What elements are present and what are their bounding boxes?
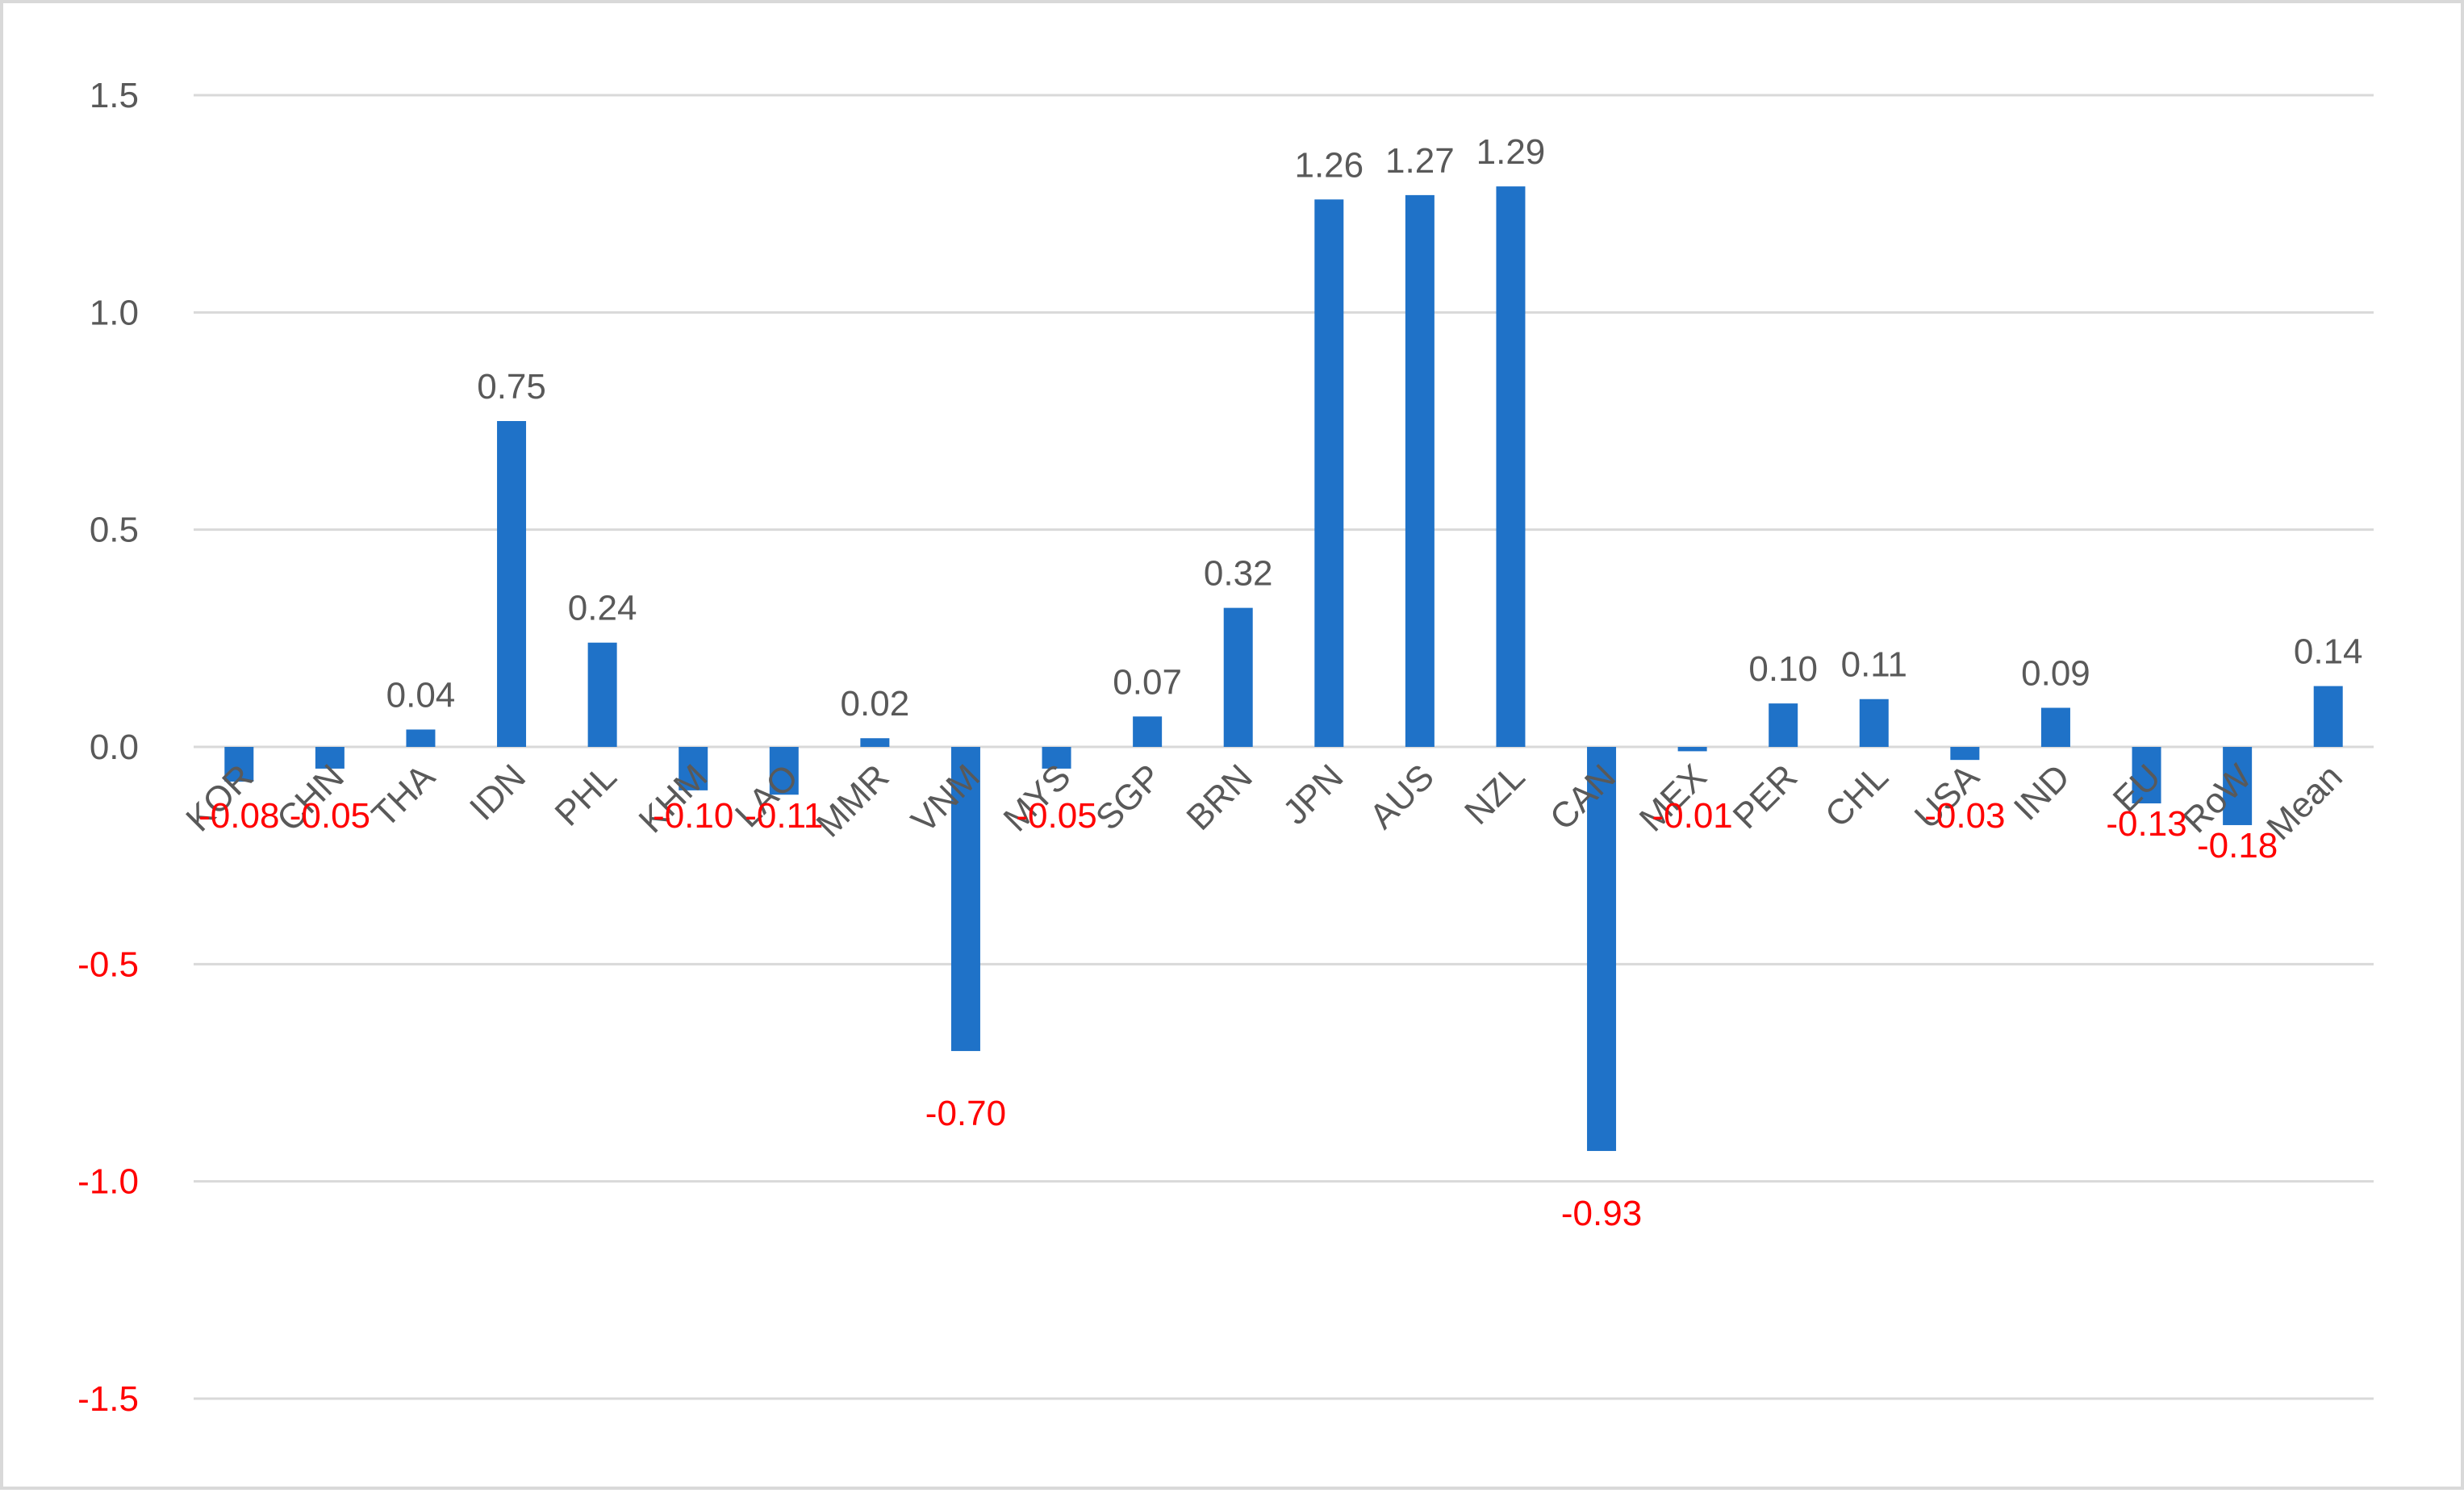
- bar-brn: [1223, 607, 1253, 747]
- data-label: 0.14: [2294, 632, 2363, 672]
- data-label: 1.26: [1294, 145, 1364, 185]
- data-label: -0.05: [1016, 796, 1096, 836]
- data-label: 0.11: [1841, 645, 1907, 685]
- x-tick-label: THA: [365, 757, 443, 835]
- bar-ind: [2040, 707, 2070, 747]
- data-label: -0.08: [198, 796, 279, 836]
- x-tick-label: JPN: [1276, 757, 1351, 832]
- y-tick-label: 1.0: [90, 293, 139, 332]
- x-tick-label: BRN: [1179, 757, 1259, 837]
- data-label: 1.27: [1385, 141, 1455, 181]
- data-label: -0.18: [2197, 826, 2278, 865]
- bar-mean: [2313, 686, 2343, 747]
- bar-kor: [224, 747, 254, 782]
- data-label: -0.93: [1561, 1194, 1642, 1233]
- x-tick-label: IDN: [462, 757, 533, 828]
- bar-lao: [769, 747, 799, 795]
- bar-eu: [2132, 747, 2161, 804]
- x-tick-label: PHL: [548, 757, 624, 833]
- x-tick-label: PER: [1726, 757, 1806, 836]
- data-label: 0.02: [841, 684, 910, 724]
- bar-tha: [406, 729, 436, 747]
- bar-nzl: [1496, 186, 1526, 747]
- y-tick-label: 0.5: [90, 511, 139, 550]
- bar-usa: [1950, 747, 1980, 761]
- x-tick-label: IND: [2007, 757, 2078, 828]
- bar-khm: [679, 747, 708, 790]
- data-label: -0.70: [925, 1094, 1006, 1133]
- x-tick-label: AUS: [1362, 757, 1442, 836]
- bar-aus: [1405, 194, 1435, 748]
- data-label: -0.03: [1924, 796, 2005, 836]
- bar-idn: [497, 421, 527, 747]
- bar-vnm: [950, 747, 980, 1052]
- data-label: 0.10: [1748, 649, 1818, 689]
- data-label: 0.24: [568, 589, 637, 628]
- data-label: -0.11: [745, 796, 823, 836]
- data-label: 0.07: [1113, 662, 1182, 702]
- bar-phl: [587, 642, 617, 747]
- bar-can: [1587, 747, 1617, 1151]
- bar-row: [2223, 747, 2253, 825]
- y-tick-label: -1.0: [77, 1162, 139, 1202]
- data-label: 0.04: [386, 675, 456, 715]
- y-tick-label: 0.0: [90, 728, 139, 767]
- bar-mex: [1677, 747, 1707, 752]
- x-tick-label: CHL: [1818, 757, 1896, 835]
- data-label: -0.05: [290, 796, 370, 836]
- bar-jpn: [1314, 199, 1344, 747]
- data-label: 1.29: [1476, 132, 1546, 172]
- y-tick-label: -1.5: [77, 1379, 139, 1419]
- bar-sgp: [1133, 716, 1163, 747]
- y-tick-label: -0.5: [77, 945, 139, 984]
- y-tick-label: 1.5: [90, 76, 139, 115]
- data-label: 0.09: [2021, 654, 2090, 694]
- bar-per: [1769, 703, 1798, 747]
- data-label: -0.01: [1652, 796, 1732, 836]
- data-label: -0.10: [653, 796, 733, 836]
- data-label: 0.32: [1204, 554, 1273, 594]
- data-label: 0.75: [477, 367, 546, 407]
- x-tick-label: SGP: [1088, 757, 1169, 837]
- bar-chn: [315, 747, 345, 769]
- x-tick-label: NZL: [1457, 757, 1532, 832]
- data-label: -0.13: [2106, 804, 2186, 844]
- bar-mys: [1042, 747, 1071, 769]
- bar-chl: [1859, 699, 1889, 747]
- bar-mmr: [860, 738, 890, 747]
